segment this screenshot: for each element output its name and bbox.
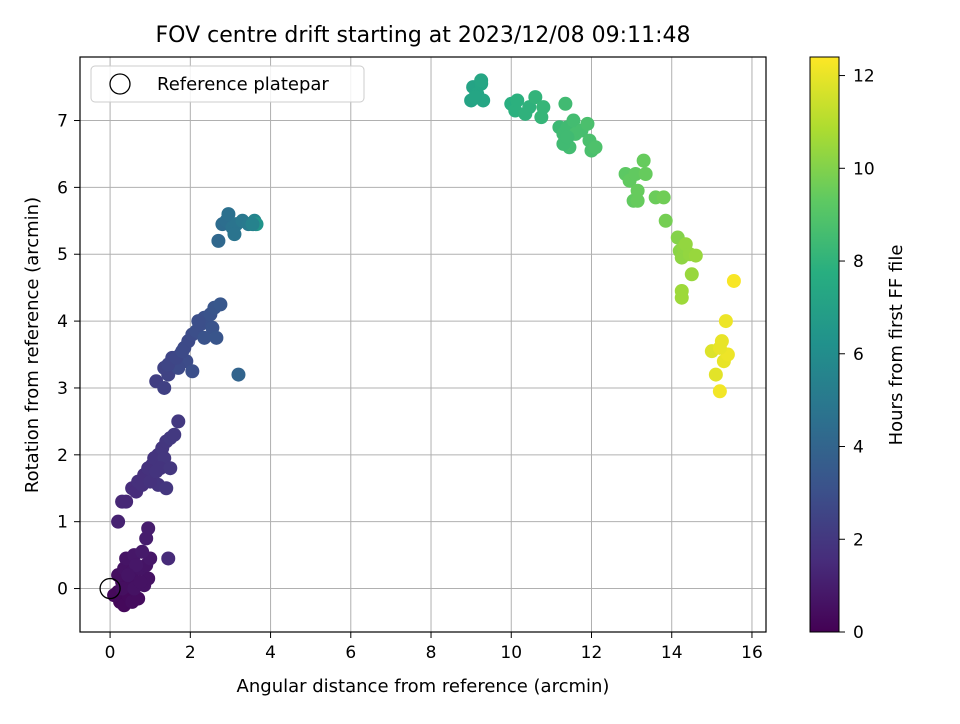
legend-entry-label: Reference platepar — [157, 74, 329, 95]
colorbar-tick-label: 0 — [853, 623, 864, 643]
data-point — [510, 93, 525, 108]
data-point — [536, 100, 551, 115]
data-point — [161, 551, 176, 566]
data-point — [712, 340, 727, 355]
data-point — [159, 481, 174, 496]
data-point — [133, 574, 148, 589]
data-point — [157, 380, 172, 395]
data-point — [209, 330, 224, 345]
data-point — [221, 207, 236, 222]
data-point — [630, 183, 645, 198]
chart-title: FOV centre drift starting at 2023/12/08 … — [156, 23, 691, 48]
grid-lines — [80, 57, 766, 632]
data-point — [115, 581, 130, 596]
legend: Reference platepar — [90, 65, 365, 103]
x-axis-ticks: 0 2 4 6 8 10 12 14 16 — [105, 632, 763, 663]
data-point — [119, 494, 134, 509]
y-axis-ticks: 0 1 2 3 4 5 6 7 — [57, 112, 80, 600]
data-point — [185, 364, 200, 379]
x-tick-label: 4 — [265, 643, 276, 663]
data-point — [163, 461, 178, 476]
data-point — [560, 130, 575, 145]
colorbar-tick-label: 2 — [853, 530, 864, 550]
x-tick-label: 8 — [426, 643, 437, 663]
data-point — [149, 464, 164, 479]
data-point — [245, 217, 260, 232]
data-point — [171, 414, 186, 429]
data-point — [580, 116, 595, 131]
x-tick-label: 6 — [345, 643, 356, 663]
y-tick-label: 0 — [57, 580, 68, 600]
x-tick-label: 16 — [741, 643, 763, 663]
y-tick-label: 2 — [57, 446, 68, 466]
y-tick-label: 6 — [57, 178, 68, 198]
data-point — [191, 314, 206, 329]
colorbar-ticks: 0 2 4 6 8 10 12 — [839, 67, 875, 643]
data-point — [630, 193, 645, 208]
colorbar-label: Hours from first FF file — [886, 245, 907, 446]
data-points — [99, 73, 741, 613]
y-tick-label: 1 — [57, 513, 68, 533]
data-point — [726, 273, 741, 288]
plot-frame — [79, 56, 767, 633]
colorbar-tick-label: 4 — [853, 438, 864, 458]
data-point — [231, 367, 246, 382]
data-point — [121, 568, 136, 583]
legend-box — [90, 65, 365, 103]
data-point — [468, 90, 483, 105]
data-point — [558, 96, 573, 111]
colorbar-tick-label: 6 — [853, 345, 864, 365]
colorbar: 0 2 4 6 8 10 12 Hours from first FF file — [809, 56, 907, 643]
data-point — [636, 153, 651, 168]
y-tick-label: 3 — [57, 379, 68, 399]
data-point — [213, 297, 228, 312]
colorbar-gradient — [809, 56, 840, 633]
x-tick-label: 2 — [185, 643, 196, 663]
x-tick-label: 0 — [105, 643, 116, 663]
data-point — [197, 330, 212, 345]
data-point — [638, 167, 653, 182]
legend-reference-marker-icon — [109, 73, 131, 95]
colorbar-tick-label: 8 — [853, 252, 864, 272]
data-point — [227, 227, 242, 242]
data-point — [566, 113, 581, 128]
colorbar-tick-label: 10 — [853, 159, 875, 179]
x-tick-label: 14 — [661, 643, 683, 663]
data-point — [135, 544, 150, 559]
y-tick-label: 5 — [57, 245, 68, 265]
data-point — [111, 514, 126, 529]
colorbar-tick-label: 12 — [853, 67, 875, 87]
y-axis-label: Rotation from reference (arcmin) — [22, 197, 43, 493]
data-point — [528, 90, 543, 105]
data-point — [712, 384, 727, 399]
data-point — [588, 140, 603, 155]
data-point — [129, 558, 144, 573]
data-point — [684, 267, 699, 282]
data-point — [656, 190, 671, 205]
data-point — [708, 367, 723, 382]
data-point — [674, 290, 689, 305]
data-point — [474, 73, 489, 88]
data-point — [658, 213, 673, 228]
x-tick-label: 10 — [500, 643, 522, 663]
data-point — [167, 427, 182, 442]
data-point — [688, 248, 703, 263]
data-point — [628, 167, 643, 182]
data-point — [141, 521, 156, 536]
data-point — [211, 233, 226, 248]
data-point — [718, 314, 733, 329]
y-tick-label: 7 — [57, 112, 68, 132]
y-tick-label: 4 — [57, 312, 68, 332]
x-tick-label: 12 — [581, 643, 603, 663]
reference-platepar-marker — [99, 577, 121, 600]
x-axis-label: Angular distance from reference (arcmin) — [237, 676, 610, 697]
data-point — [175, 344, 190, 359]
